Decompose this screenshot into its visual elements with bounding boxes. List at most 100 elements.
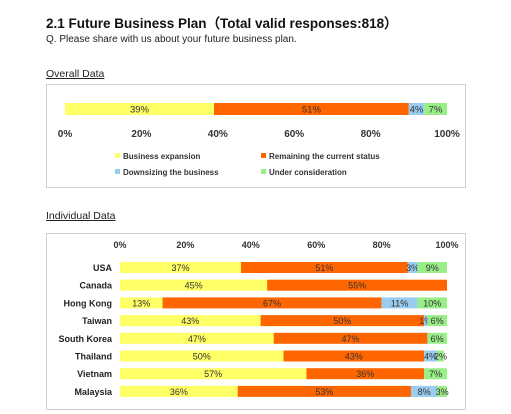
bar-under-consideration [437, 385, 447, 397]
bar-under-consideration [417, 297, 447, 309]
question-text: Q. Please share with us about your futur… [46, 34, 297, 45]
data-label: 47% [342, 334, 360, 344]
bar-business-expansion [120, 315, 261, 327]
legend-swatch [115, 153, 120, 158]
bar-business-expansion [120, 385, 238, 397]
bar-business-expansion [120, 368, 307, 380]
category-label: Vietnam [77, 369, 112, 379]
data-label: 7% [429, 105, 443, 116]
individual-chart-box: 0% 20% 40% 60% 80% 100% USA 37% 51% 3% 9% Canada 45%… [46, 233, 466, 410]
data-label: 8% [418, 387, 431, 397]
legend-label: Downsizing the business [123, 168, 219, 177]
bar-downsizing-the-business [407, 262, 418, 273]
data-label: 50% [193, 352, 211, 362]
category-label: Canada [79, 281, 113, 291]
bar-remaining-the-current-status [283, 350, 425, 362]
x-tick-label: 80% [373, 240, 391, 250]
legend-swatch [261, 169, 266, 174]
bar-remaining-the-current-status [260, 315, 425, 327]
data-label: 37% [171, 263, 189, 273]
data-label: 43% [181, 316, 199, 326]
x-tick-label: 0% [113, 240, 126, 250]
category-label: Taiwan [82, 316, 112, 326]
legend-label: Under consideration [269, 168, 347, 177]
data-label: 67% [263, 298, 281, 308]
individual-chart: 0% 20% 40% 60% 80% 100% USA 37% 51% 3% 9% Canada 45%… [58, 240, 459, 397]
bar-under-consideration [424, 103, 447, 115]
data-label: 39% [130, 105, 150, 116]
data-label: 50% [333, 316, 351, 326]
data-label: 36% [356, 369, 374, 379]
bar-downsizing-the-business [381, 297, 418, 309]
data-label: 6% [431, 316, 444, 326]
legend-label: Remaining the current status [269, 152, 380, 161]
category-label: Hong Kong [64, 298, 113, 308]
data-label: 11% [391, 298, 408, 308]
overall-chart-box: 0% 20% 40% 60% 80% 100% 39% 51% 4% 7% Business exp… [46, 84, 466, 188]
data-label: 9% [426, 263, 439, 273]
legend-label: Business expansion [123, 152, 200, 161]
bar-business-expansion [120, 350, 284, 362]
x-tick-label: 60% [307, 240, 325, 250]
data-label: 51% [302, 105, 322, 116]
bar-remaining-the-current-status [267, 279, 447, 291]
legend-swatch [115, 169, 120, 174]
bar-business-expansion [120, 297, 163, 309]
category-label: South Korea [58, 334, 112, 344]
x-tick-label: 100% [434, 129, 460, 140]
data-label: 3% [406, 263, 419, 273]
overall-chart: 0% 20% 40% 60% 80% 100% 39% 51% 4% 7% Business exp… [58, 103, 460, 177]
data-label: 2% [434, 352, 447, 362]
data-label: 4% [410, 105, 424, 116]
data-label: 51% [315, 263, 333, 273]
data-label: 36% [170, 387, 188, 397]
x-tick-label: 100% [435, 240, 458, 250]
bar-remaining-the-current-status [240, 262, 408, 273]
bar-remaining-the-current-status [213, 103, 409, 115]
category-label: Thailand [75, 352, 112, 362]
x-tick-label: 60% [284, 129, 304, 140]
page-title: 2.1 Future Business Plan（Total valid res… [46, 16, 398, 31]
bar-under-consideration [424, 368, 447, 380]
bar-downsizing-the-business [408, 103, 425, 115]
x-tick-label: 20% [176, 240, 194, 250]
data-label: 1% [419, 316, 432, 326]
bar-business-expansion [120, 279, 268, 291]
data-label: 3% [436, 387, 449, 397]
x-tick-label: 40% [242, 240, 260, 250]
x-tick-label: 80% [361, 129, 381, 140]
bar-under-consideration [427, 332, 447, 344]
x-tick-label: 20% [131, 129, 151, 140]
data-label: 57% [204, 369, 222, 379]
bar-business-expansion [120, 332, 274, 344]
data-label: 53% [315, 387, 333, 397]
data-label: 55% [348, 281, 366, 291]
category-label: USA [93, 263, 113, 273]
overall-section-label: Overall Data [46, 68, 105, 80]
bar-downsizing-the-business [424, 350, 438, 362]
bar-remaining-the-current-status [306, 368, 425, 380]
data-label: 6% [431, 334, 444, 344]
bar-remaining-the-current-status [273, 332, 428, 344]
bar-business-expansion [120, 262, 241, 273]
data-label: 10% [423, 298, 441, 308]
x-tick-label: 40% [208, 129, 228, 140]
bar-business-expansion [65, 103, 214, 115]
individual-section-label: Individual Data [46, 210, 116, 222]
bar-downsizing-the-business [424, 315, 428, 327]
legend-swatch [261, 153, 266, 158]
x-tick-label: 0% [58, 129, 73, 140]
data-label: 13% [132, 298, 150, 308]
bar-under-consideration [427, 315, 447, 327]
bar-under-consideration [417, 262, 447, 273]
data-label: 43% [345, 352, 363, 362]
bar-remaining-the-current-status [162, 297, 382, 309]
data-label: 45% [185, 281, 203, 291]
data-label: 47% [188, 334, 206, 344]
bar-remaining-the-current-status [237, 385, 412, 397]
data-label: 7% [429, 369, 442, 379]
bar-under-consideration [437, 350, 444, 362]
category-label: Malaysia [74, 387, 113, 397]
data-label: 4% [424, 352, 437, 362]
bar-downsizing-the-business [411, 385, 438, 397]
